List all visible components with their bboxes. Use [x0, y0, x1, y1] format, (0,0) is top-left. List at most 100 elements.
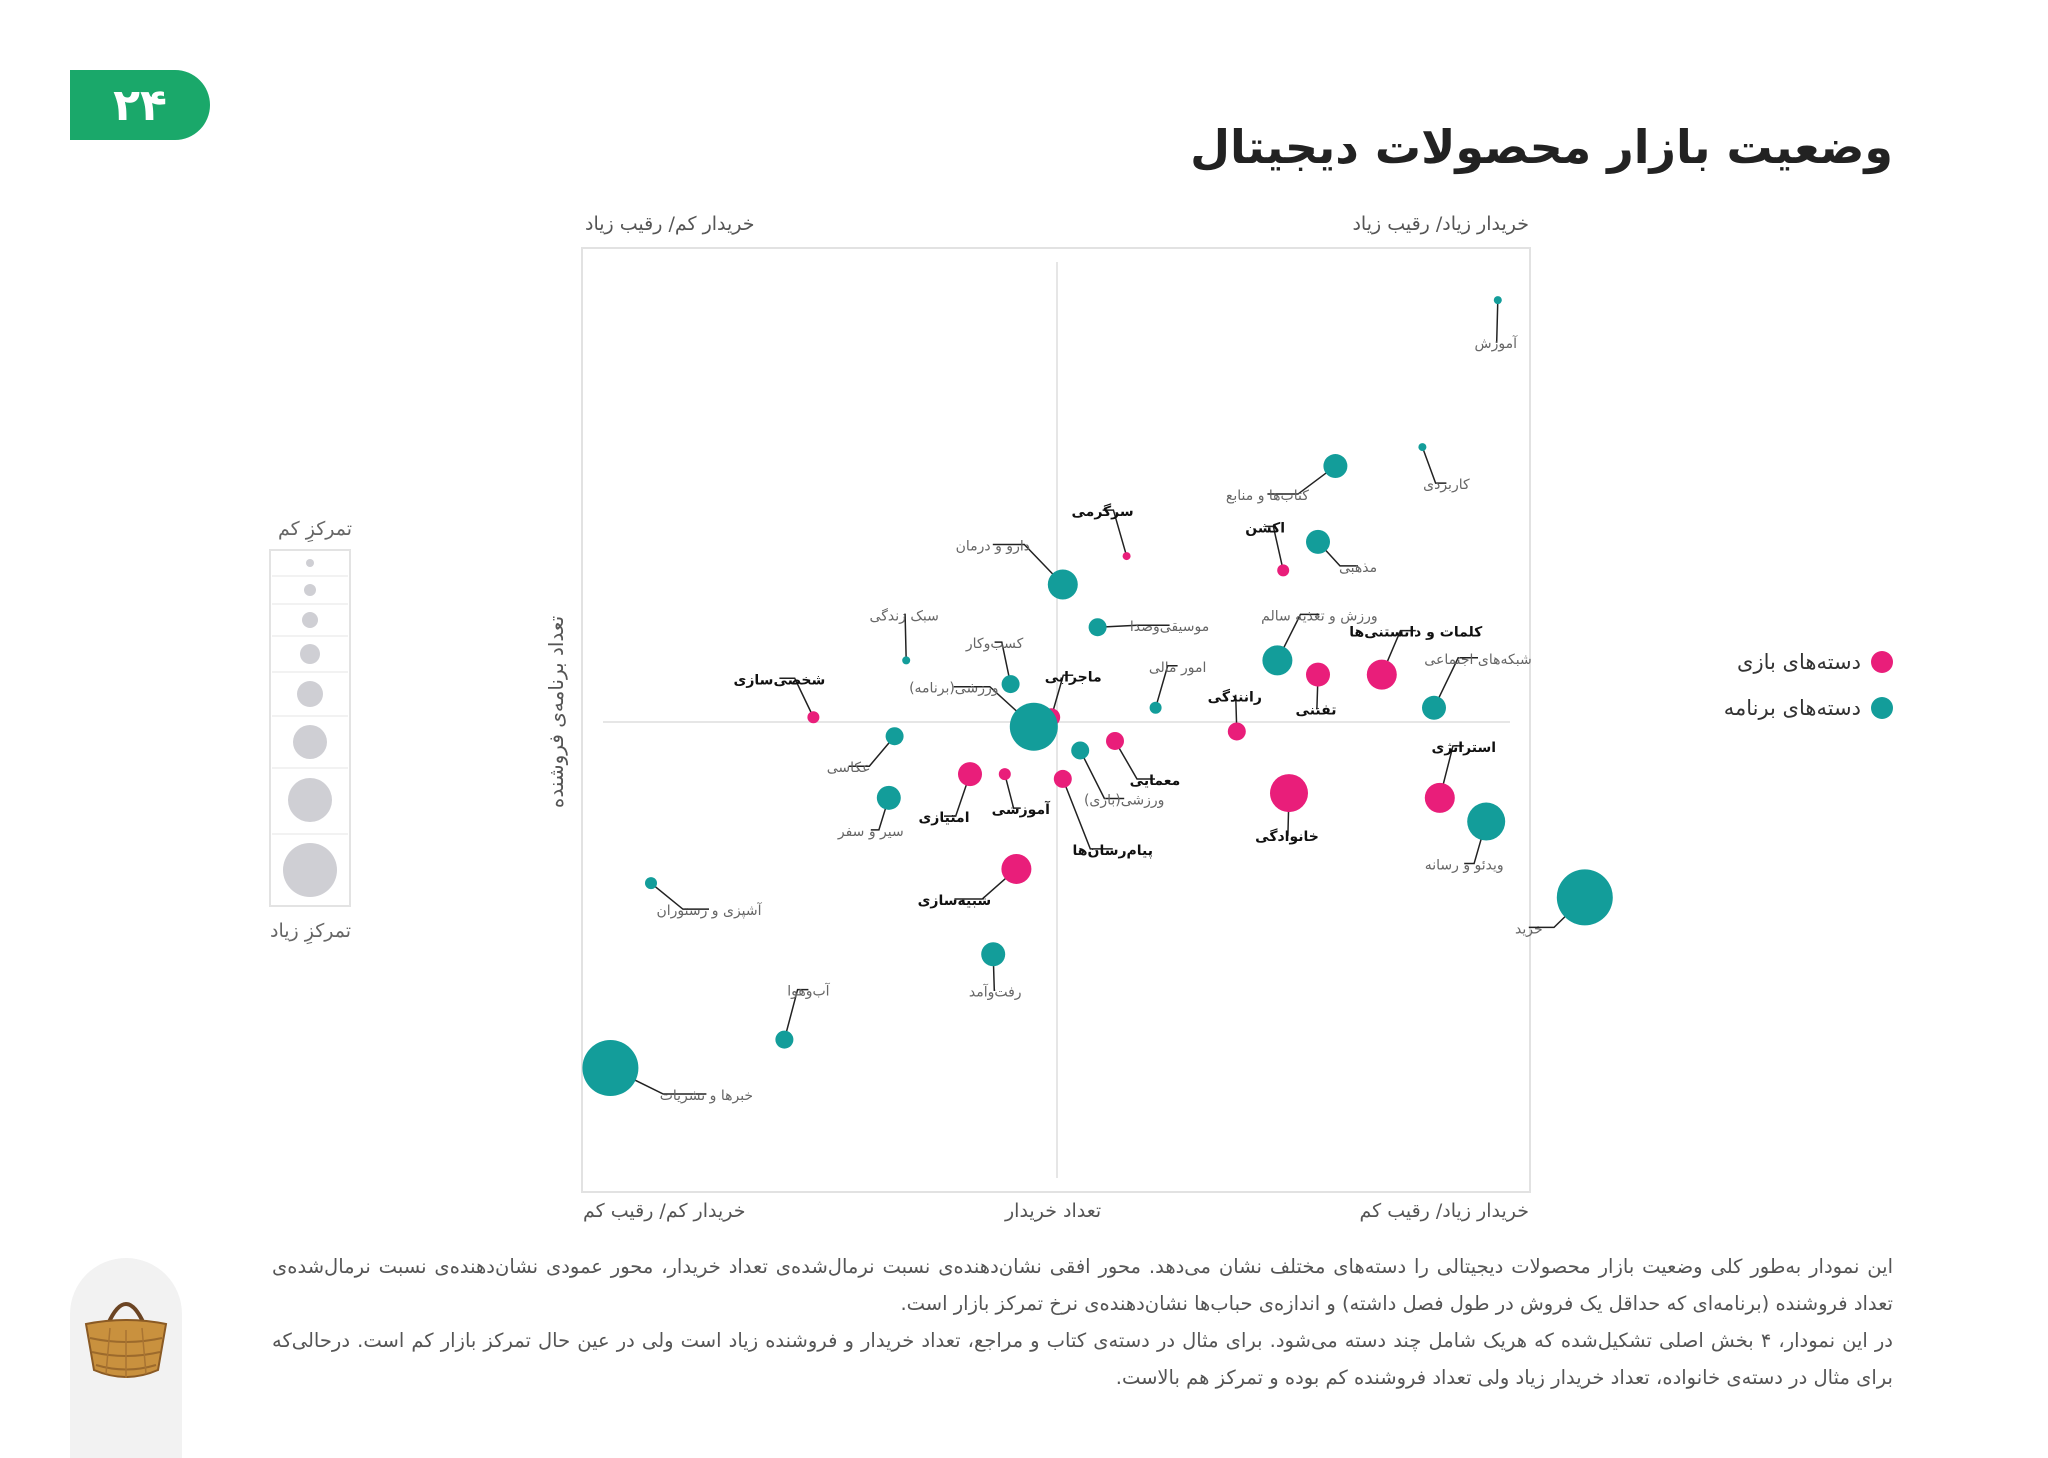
bubble-label: خبرها و نشریات: [660, 1088, 753, 1104]
size-legend-bubble-2: [304, 584, 316, 596]
bubble-label: تفننی: [1296, 703, 1337, 719]
app-bubble: [1001, 675, 1020, 694]
bubble-label: ویدئو و رسانه: [1425, 858, 1504, 874]
leader-line: [1495, 300, 1499, 343]
app-bubble: [1323, 454, 1348, 479]
leader-line: [1234, 694, 1238, 732]
app-bubble: [1047, 569, 1078, 600]
leader-line: [1114, 740, 1155, 780]
bubble-label: دارو و درمان: [956, 539, 1030, 555]
description-paragraph-2: در این نمودار، ۴ بخش اصلی تشکیل‌شده که ه…: [272, 1329, 1893, 1389]
bubble-label: ورزشی(بازی): [1084, 792, 1165, 808]
app-bubble: [885, 727, 904, 746]
plot-frame: [581, 247, 1531, 1193]
leader-line: [992, 543, 1064, 586]
leader-line: [1439, 745, 1464, 799]
app-bubble: [645, 877, 657, 890]
app-bubble: [1556, 869, 1613, 926]
size-legend-bubble-7: [288, 778, 332, 822]
game-bubble: [1001, 853, 1032, 884]
quadrant-label-bottom-left: خریدار کم/ رقیب کم: [583, 1200, 746, 1222]
size-legend-top-label: تمرکزِ کم: [278, 518, 353, 540]
bubble-label: کسب‌وکار: [965, 636, 1024, 652]
bubble-label: شبیه‌سازی: [918, 893, 992, 909]
bubble-label: موسیقی‌وصدا: [1130, 619, 1209, 635]
bubble-label: امتیازی: [918, 810, 969, 826]
leader-line: [1097, 624, 1170, 628]
app-bubble: [1493, 296, 1502, 305]
bubble-label: ورزشی(برنامه): [909, 681, 998, 697]
app-bubble: [1088, 618, 1107, 637]
bubble-label: کلمات و دانستنی‌ها: [1349, 625, 1483, 641]
bubbles: [582, 296, 1613, 1097]
bubble-label: کاربردی: [1423, 477, 1470, 493]
bubble-label: رانندگی: [1208, 688, 1262, 705]
leader-line: [1267, 465, 1336, 495]
app-bubble: [1009, 702, 1058, 751]
game-bubble: [998, 768, 1011, 781]
bubble-label: آشپزی و رستوران: [656, 902, 762, 919]
bubble-label: رفت‌وآمد: [969, 983, 1022, 1000]
app-bubble: [775, 1030, 794, 1049]
game-bubble: [1053, 769, 1072, 788]
leader-line: [1062, 778, 1113, 850]
app-bubble: [902, 656, 911, 665]
bubble-label: عکاسی: [827, 760, 871, 776]
size-legend-bubble-6: [293, 725, 327, 759]
leader-line: [1433, 657, 1478, 709]
quadrant-label-bottom-right: خریدار زیاد/ رقیب کم: [1359, 1200, 1529, 1222]
bubble-label: امور مالی: [1149, 660, 1207, 676]
bubble-label: استراتژی: [1432, 740, 1497, 756]
bubble-label: آموزشی: [992, 800, 1051, 818]
size-legend-bubble-4: [300, 644, 320, 664]
page-title: وضعیت بازار محصولات دیجیتال: [1190, 120, 1893, 174]
leader-line: [1265, 525, 1284, 571]
size-legend-bottom-label: تمرکزِ زیاد: [270, 920, 352, 942]
leader-line: [1050, 674, 1074, 718]
game-bubble: [1227, 722, 1246, 741]
game-bubble: [1306, 662, 1330, 687]
leader-line: [779, 677, 815, 718]
app-bubble: [1418, 443, 1427, 452]
game-bubble: [1277, 564, 1290, 577]
size-legend: [268, 548, 352, 908]
bubble-label: پیام‌رسان‌ها: [1073, 843, 1154, 859]
size-legend-bubble-5: [297, 681, 323, 707]
bubble-label: سبک زندگی: [870, 607, 939, 624]
app-bubble: [582, 1040, 639, 1097]
legend-games-label: دسته‌های بازی: [1737, 650, 1861, 674]
game-bubble: [807, 711, 820, 724]
leader-line: [1102, 509, 1128, 557]
size-legend-bubble-8: [283, 843, 337, 897]
bubble-label: کتاب‌ها و منابع: [1226, 488, 1309, 504]
app-bubble: [1467, 802, 1506, 841]
bubble-label: شبکه‌های اجتماعی: [1424, 652, 1531, 668]
bubble-label: سرگرمی: [1072, 503, 1134, 520]
leader-line: [1079, 750, 1125, 800]
leader-line: [1154, 665, 1178, 708]
game-bubble: [1424, 782, 1455, 813]
leader-line: [1381, 629, 1416, 675]
leader-line: [954, 868, 1017, 900]
bubble-label: آموزش: [1475, 335, 1519, 352]
bubble-label: ماجرایی: [1045, 669, 1102, 685]
apps-swatch: [1871, 697, 1893, 719]
legend-apps-label: دسته‌های برنامه: [1723, 696, 1861, 720]
bubble-label: آب‌وهوا: [787, 983, 830, 1000]
bubble-label: ورزش و تغذیه سالم: [1261, 608, 1377, 624]
game-bubble: [1106, 731, 1124, 750]
bubble-label: سیر و سفر: [837, 824, 904, 840]
size-legend-bubble-1: [306, 559, 314, 567]
games-swatch: [1871, 651, 1893, 673]
bubble-label: اکشن: [1245, 520, 1285, 536]
color-legend: دسته‌های بازی دسته‌های برنامه: [1724, 650, 1893, 742]
app-bubble: [1149, 701, 1162, 714]
x-axis-label: تعداد خریدار: [1005, 1200, 1102, 1222]
page-number-badge: ۲۴: [70, 70, 210, 140]
legend-item-apps: دسته‌های برنامه: [1724, 696, 1893, 720]
leader-line: [992, 954, 996, 992]
legend-item-games: دسته‌های بازی: [1724, 650, 1893, 674]
bubble-labels: سرگرمی اکشن کلمات و دانستنی‌ها رانندگی تفننی…: [656, 335, 1542, 1104]
leader-line: [650, 882, 709, 910]
